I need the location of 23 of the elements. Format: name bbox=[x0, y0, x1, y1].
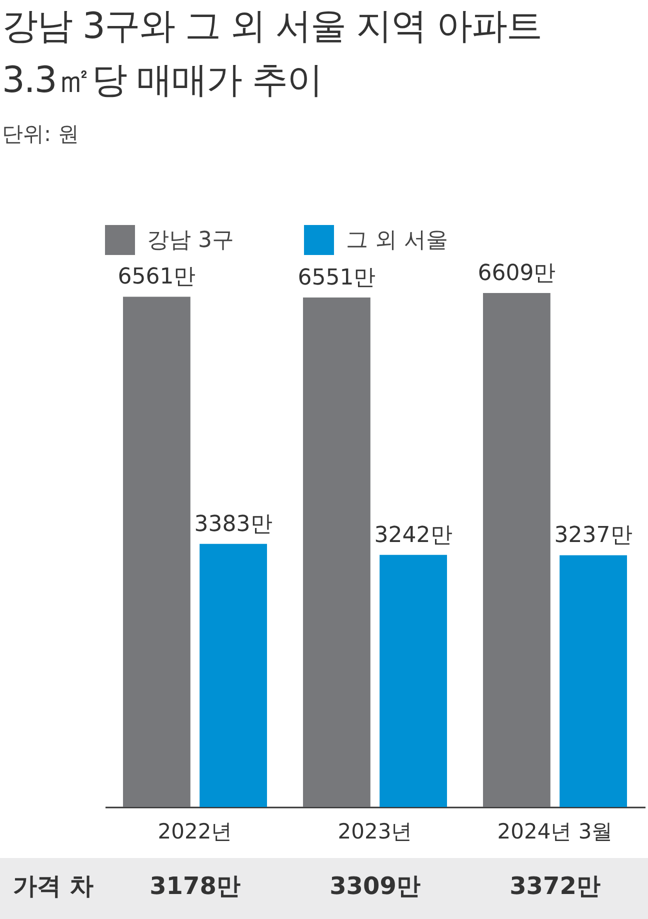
x-tick-label: 2023년 bbox=[338, 820, 412, 844]
text: 가격 차 bbox=[13, 872, 94, 900]
chart-subtitle: 단위: 원 bbox=[2, 121, 80, 148]
x-tick-label: 2024년 3월 bbox=[497, 820, 613, 844]
legend-label: 그 외 서울 bbox=[346, 228, 448, 253]
x-tick-label: 2022년 bbox=[158, 820, 232, 844]
bar bbox=[123, 296, 190, 807]
text: 3309만 bbox=[330, 872, 420, 900]
data-label: 3242만 bbox=[374, 522, 452, 548]
data-label: 3237만 bbox=[554, 523, 632, 548]
bar bbox=[380, 554, 447, 807]
chart-title: 강남 3구와 그 외 서울 지역 아파트 3.3㎡당 매매가 추이 bbox=[2, 5, 543, 103]
legend-label: 강남 3구 bbox=[147, 228, 234, 253]
bar bbox=[483, 293, 550, 807]
bar bbox=[303, 298, 370, 807]
bar bbox=[560, 555, 627, 807]
data-label: 3383만 bbox=[194, 512, 272, 537]
text: 3372만 bbox=[510, 872, 600, 900]
text: 3178만 bbox=[150, 872, 240, 900]
data-label: 6561만 bbox=[118, 264, 196, 290]
data-label: 6609만 bbox=[478, 261, 556, 286]
data-label: 6551만 bbox=[298, 266, 376, 291]
bar bbox=[200, 544, 267, 807]
